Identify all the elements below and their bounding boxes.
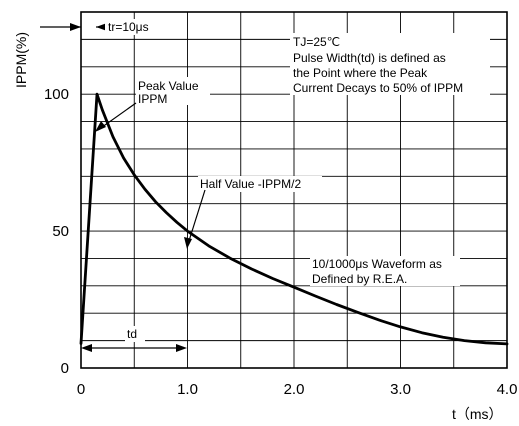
y-tick-label: 50: [52, 223, 69, 240]
x-tick-label: 1.0: [177, 381, 198, 398]
waveform-label-line-1: 10/1000μs Waveform as: [312, 257, 442, 271]
y-axis-title: IPPM(%): [13, 32, 29, 88]
x-tick-label: 2.0: [284, 381, 305, 398]
series-line: [79, 92, 509, 346]
peak-label-background: [136, 77, 210, 105]
tr-label: tr=10μs: [108, 20, 149, 34]
peak-pointer-arrowhead-icon: [95, 121, 106, 132]
tr-label-background: [105, 19, 163, 35]
note-line-4: Current Decays to 50% of IPPM: [293, 81, 463, 95]
note-line-3: the Point where the Peak: [293, 66, 428, 80]
x-tick-label: 0: [77, 381, 85, 398]
note-line-2: Pulse Width(td) is defined as: [293, 51, 446, 65]
tick-labels: 0 1.0 2.0 3.0 4.0 0 50 100: [44, 86, 517, 398]
annotations: tr=10μs TJ=25℃ Pulse Width(td) is define…: [40, 19, 490, 352]
x-tick-label: 3.0: [390, 381, 411, 398]
plot-frame: [80, 11, 508, 369]
td-label-background: [125, 326, 145, 342]
half-label-background: [198, 176, 322, 192]
series-layer: [79, 92, 509, 346]
x-axis-title: t（ms）: [452, 406, 503, 422]
note-line-1: TJ=25℃: [293, 35, 340, 49]
peak-label-line-1: Peak Value: [138, 79, 199, 93]
tr-left-arrowhead-icon: [70, 23, 81, 31]
waveform-label-line-2: Defined by R.E.A.: [312, 272, 407, 286]
td-right-arrowhead-icon: [176, 344, 187, 352]
tr-right-arrowhead-icon: [96, 23, 107, 31]
note-background: [290, 33, 490, 95]
peak-label-line-2: IPPM: [138, 92, 167, 106]
td-left-arrowhead-icon: [81, 344, 92, 352]
y-tick-label: 0: [61, 360, 69, 377]
y-tick-label: 100: [44, 86, 69, 103]
td-label: td: [127, 327, 137, 341]
x-tick-label: 4.0: [497, 381, 518, 398]
half-pointer-line: [187, 189, 206, 245]
waveform-label-background: [310, 256, 460, 286]
half-pointer-arrowhead-icon: [184, 237, 192, 249]
half-label: Half Value -IPPM/2: [200, 177, 301, 191]
